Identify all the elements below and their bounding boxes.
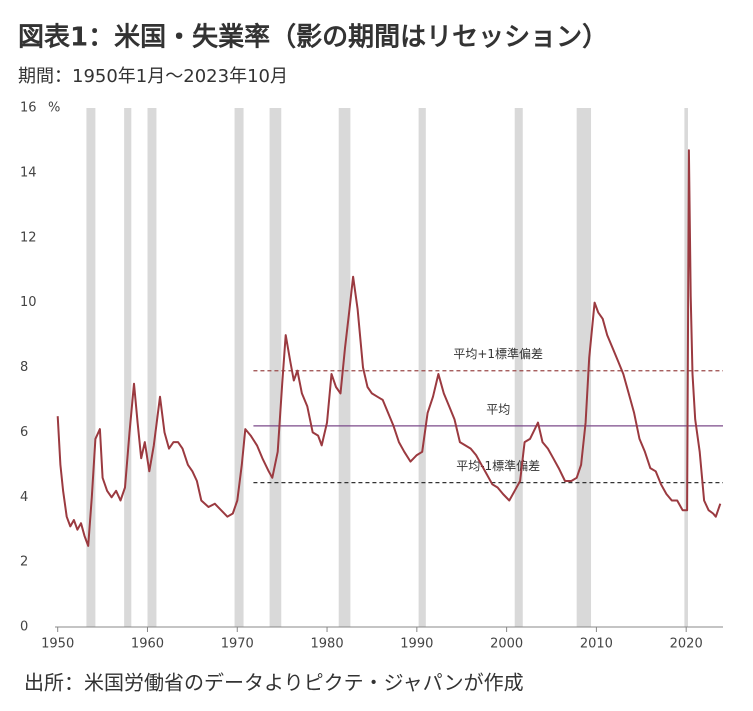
data-line	[56, 149, 722, 547]
y-tick-label: 16	[20, 101, 37, 116]
x-tick-label: 2010	[580, 637, 613, 652]
recession-band	[124, 108, 132, 627]
recession-band	[338, 108, 351, 627]
reference-label: 平均+1標準偏差	[453, 346, 543, 361]
chart-subtitle: 期間：1950年1月～2023年10月	[18, 66, 288, 87]
x-tick-label: 2000	[490, 637, 523, 652]
x-tick-label: 1950	[41, 637, 74, 652]
chart-title: 図表1：米国・失業率（影の期間はリセッション）	[18, 22, 608, 53]
source-note: 出所：米国労働省のデータよりピクテ・ジャパンが作成	[24, 671, 524, 695]
recession-band	[514, 108, 523, 627]
y-tick-label: 2	[20, 555, 28, 570]
x-tick-label: 1980	[311, 637, 344, 652]
y-tick-label: 14	[20, 165, 37, 180]
y-tick-label: 4	[20, 490, 28, 505]
y-tick-label: 0	[20, 620, 28, 635]
x-tick-label: 1970	[221, 637, 254, 652]
recession-band	[576, 108, 592, 627]
recession-band	[269, 108, 282, 627]
y-unit: %	[48, 101, 60, 116]
recession-band	[86, 108, 96, 627]
x-tick-label: 1960	[131, 637, 164, 652]
recession-band	[234, 108, 244, 627]
reference-label: 平均	[486, 402, 510, 416]
recession-band	[684, 108, 688, 627]
x-tick-label: 1990	[400, 637, 433, 652]
recession-band	[147, 108, 157, 627]
recession-band	[418, 108, 426, 627]
y-tick-label: 12	[20, 230, 37, 245]
y-tick-label: 10	[20, 295, 37, 310]
x-tick-label: 2020	[670, 637, 703, 652]
y-tick-label: 8	[20, 360, 28, 375]
y-tick-label: 6	[20, 425, 28, 440]
reference-label: 平均-1標準偏差	[456, 458, 540, 473]
